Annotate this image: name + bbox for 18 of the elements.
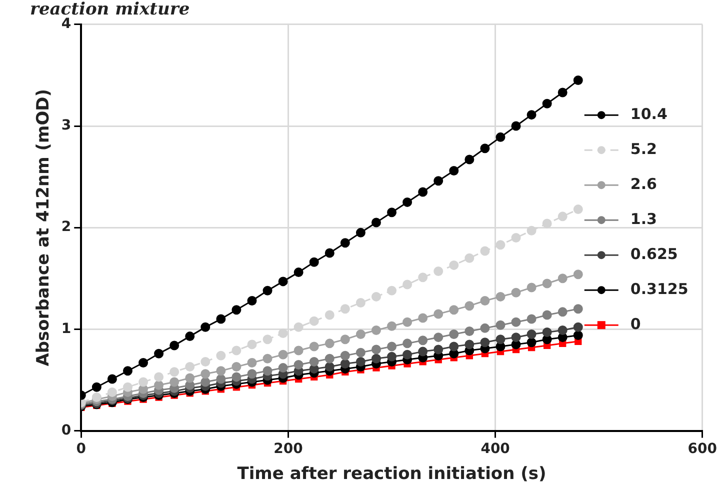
y-tick-label: 1 xyxy=(61,320,72,337)
legend-label: 0.3125 xyxy=(630,280,688,298)
x-tick-label: 400 xyxy=(480,440,510,457)
y-tick-label: 3 xyxy=(61,118,72,134)
legend-label: 2.6 xyxy=(630,174,657,193)
legend-label: 10.4 xyxy=(630,104,668,123)
y-tick-label: 2 xyxy=(61,219,72,236)
legend-label: 1.3 xyxy=(630,210,657,228)
y-tick-label: 0 xyxy=(61,422,72,438)
legend-label: 5.2 xyxy=(630,140,657,158)
x-tick-label: 200 xyxy=(274,440,304,457)
x-tick-label: 0 xyxy=(76,440,86,457)
legend-label: 0 xyxy=(630,314,641,333)
legend-label: 0.625 xyxy=(630,244,678,263)
y-axis-title: Absorbance at 412nm (mOD) xyxy=(34,88,54,366)
x-tick-label: 600 xyxy=(688,440,718,457)
y-tick-label: 4 xyxy=(61,16,72,32)
x-axis-title: Time after reaction initiation (s) xyxy=(237,464,546,484)
